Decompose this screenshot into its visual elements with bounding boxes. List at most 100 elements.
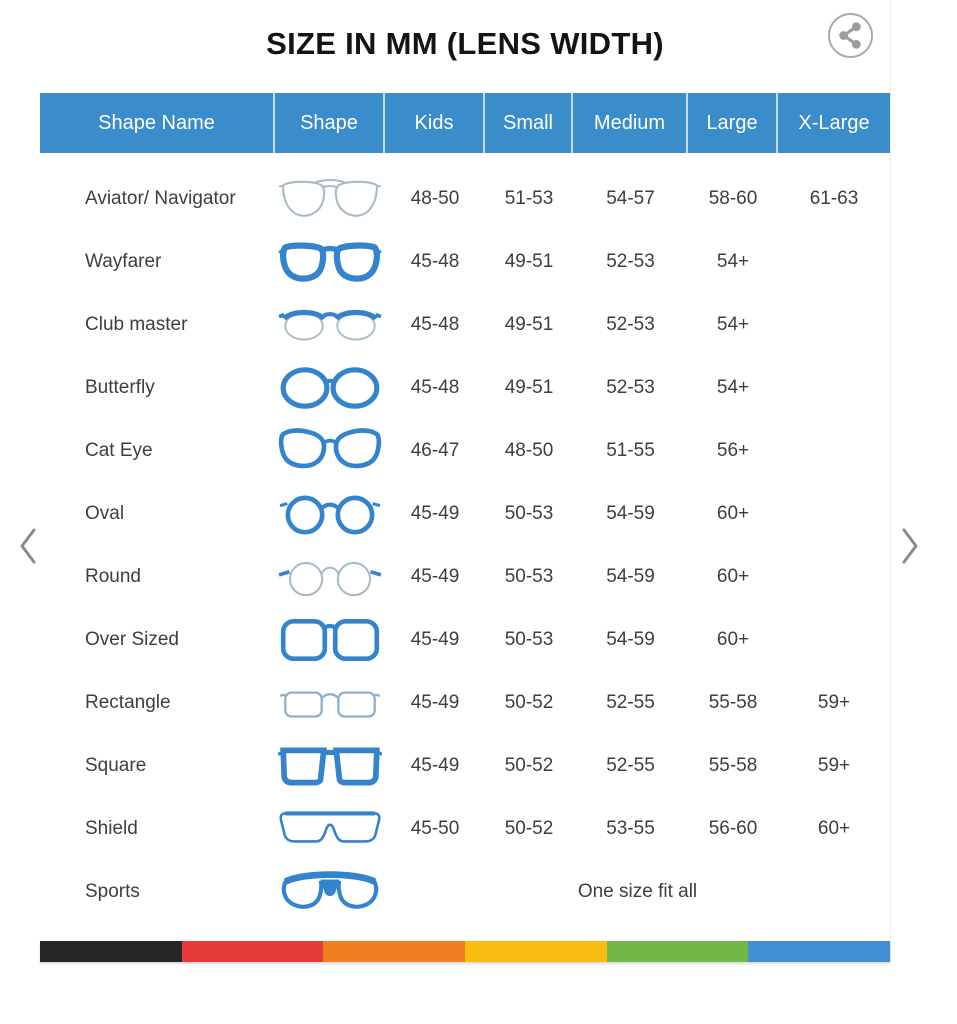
shape-name-label: Wayfarer [85, 250, 162, 272]
size-value-kids: 45-48 [410, 313, 460, 335]
round-glasses-icon [275, 553, 385, 601]
stripe-segment [40, 941, 182, 962]
size-value-small: 50-52 [504, 754, 554, 776]
column-header-small: Small [485, 93, 573, 153]
size-value-small: 49-51 [504, 376, 554, 398]
size-value-xlarge: 59+ [817, 754, 851, 776]
one-size-label: One size fit all [577, 880, 698, 902]
shield-glasses-icon [275, 805, 385, 853]
table-body: Aviator/ Navigator 48-50 51-53 54-57 58-60 61… [40, 153, 890, 923]
stripe-segment [181, 941, 324, 962]
shape-name-label: Round [85, 565, 141, 587]
size-value-kids: 45-49 [410, 691, 460, 713]
table-row: Round 45-49 50-53 54-59 60+ [40, 545, 890, 608]
rectangle-glasses-icon [275, 679, 385, 727]
size-value-medium: 52-55 [606, 691, 655, 713]
table-row: Club master 45-48 49-51 52-53 54+ [40, 293, 890, 356]
size-value-medium: 54-59 [606, 502, 655, 524]
chevron-right-icon [898, 528, 922, 569]
shape-name-label: Sports [85, 880, 140, 902]
size-value-small: 49-51 [504, 313, 554, 335]
size-value-small: 50-52 [504, 691, 554, 713]
page-edge-divider [890, 0, 891, 963]
size-value-large: 54+ [716, 250, 750, 272]
table-row: Butterfly 45-48 49-51 52-53 54+ [40, 356, 890, 419]
size-value-large: 55-58 [708, 691, 758, 713]
size-value-large: 54+ [716, 313, 750, 335]
size-value-medium: 52-55 [606, 754, 655, 776]
size-value-large: 60+ [716, 628, 750, 650]
share-button[interactable] [827, 12, 874, 59]
size-value-kids: 45-49 [410, 502, 460, 524]
table-row: Shield 45-50 50-52 53-55 56-60 60+ [40, 797, 890, 860]
table-row: Square 45-49 50-52 52-55 55-58 59+ [40, 734, 890, 797]
table-row: Oval 45-49 50-53 54-59 60+ [40, 482, 890, 545]
shape-name-label: Square [85, 754, 147, 776]
size-value-large: 60+ [716, 565, 750, 587]
size-value-large: 58-60 [708, 187, 758, 209]
butterfly-glasses-icon [275, 364, 385, 412]
size-value-kids: 45-49 [410, 628, 460, 650]
share-icon [827, 12, 874, 62]
shape-name-label: Rectangle [85, 691, 171, 713]
size-value-large: 56+ [716, 439, 750, 461]
stripe-segment [465, 941, 607, 962]
size-value-small: 50-52 [504, 817, 554, 839]
wayfarer-glasses-icon [275, 238, 385, 286]
carousel-prev-button[interactable] [16, 526, 40, 566]
stripe-segment [323, 941, 466, 962]
size-value-medium: 51-55 [606, 439, 655, 461]
chevron-left-icon [16, 528, 40, 569]
size-value-kids: 45-48 [410, 376, 460, 398]
table-row: Aviator/ Navigator 48-50 51-53 54-57 58-60 61… [40, 167, 890, 230]
table-row: Rectangle 45-49 50-52 52-55 55-58 59+ [40, 671, 890, 734]
table-row: Wayfarer 45-48 49-51 52-53 54+ [40, 230, 890, 293]
shape-name-label: Butterfly [85, 376, 155, 398]
size-value-kids: 45-50 [410, 817, 460, 839]
shape-name-label: Oval [85, 502, 125, 524]
column-header-kids: Kids [385, 93, 485, 153]
shape-name-label: Over Sized [85, 628, 179, 650]
oversized-glasses-icon [275, 616, 385, 664]
size-value-small: 51-53 [504, 187, 554, 209]
brand-color-stripe [40, 941, 891, 962]
column-header-xlarge: X-Large [798, 111, 870, 134]
size-value-medium: 53-55 [606, 817, 655, 839]
size-value-small: 49-51 [504, 250, 554, 272]
sports-glasses-icon [275, 868, 385, 916]
size-value-kids: 45-48 [410, 250, 460, 272]
oval-glasses-icon [275, 490, 385, 538]
aviator-glasses-icon [275, 175, 385, 223]
shape-name-label: Aviator/ Navigator [85, 187, 236, 209]
size-value-xlarge: 61-63 [809, 187, 859, 209]
size-value-large: 56-60 [708, 817, 758, 839]
column-header-shape: Shape [275, 93, 385, 153]
size-value-xlarge: 60+ [817, 817, 851, 839]
shape-name-label: Cat Eye [85, 439, 153, 461]
size-value-large: 55-58 [708, 754, 758, 776]
size-value-kids: 46-47 [410, 439, 460, 461]
stripe-segment [606, 941, 749, 962]
table-header: Shape Name Shape Kids Small Medium Large… [40, 93, 890, 153]
size-value-medium: 54-59 [606, 565, 655, 587]
size-value-large: 60+ [716, 502, 750, 524]
column-header-large: Large [688, 93, 778, 153]
size-value-small: 50-53 [504, 565, 554, 587]
size-value-medium: 54-59 [606, 628, 655, 650]
size-value-kids: 48-50 [410, 187, 460, 209]
square-glasses-icon [275, 742, 385, 790]
table-row: Sports One size fit all [40, 860, 890, 923]
size-value-small: 50-53 [504, 502, 554, 524]
clubmaster-glasses-icon [275, 301, 385, 349]
cateye-glasses-icon [275, 427, 385, 475]
stripe-segment [748, 941, 891, 962]
column-header-shape-name: Shape Name [40, 93, 275, 153]
size-value-medium: 52-53 [606, 250, 655, 272]
column-header-medium: Medium [573, 93, 688, 153]
size-value-kids: 45-49 [410, 754, 460, 776]
size-value-small: 48-50 [504, 439, 554, 461]
table-row: Cat Eye 46-47 48-50 51-55 56+ [40, 419, 890, 482]
size-value-small: 50-53 [504, 628, 554, 650]
table-row: Over Sized 45-49 50-53 54-59 60+ [40, 608, 890, 671]
carousel-next-button[interactable] [898, 526, 922, 566]
